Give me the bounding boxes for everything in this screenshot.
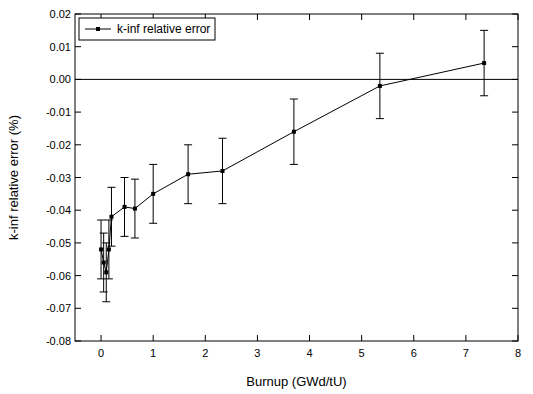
y-tick-label: -0.06 <box>46 270 71 282</box>
marker <box>292 130 296 134</box>
marker <box>378 84 382 88</box>
y-tick-label: -0.03 <box>46 172 71 184</box>
error-bar <box>121 178 129 237</box>
x-tick-label: 1 <box>150 347 156 359</box>
reference-line <box>75 79 518 80</box>
x-tick <box>413 335 414 341</box>
x-tick-label: 7 <box>463 347 469 359</box>
marker <box>133 207 137 211</box>
x-tick-label: 2 <box>202 347 208 359</box>
x-tick <box>257 335 258 341</box>
y-tick-label: 0.01 <box>50 41 71 53</box>
marker <box>220 169 224 173</box>
x-axis-label: Burnup (GWd/tU) <box>246 374 346 389</box>
y-tick-right <box>512 144 518 145</box>
error-bar <box>290 99 298 164</box>
y-tick-right <box>512 46 518 47</box>
x-tick-label: 4 <box>306 347 312 359</box>
error-bar <box>107 187 115 246</box>
legend-box <box>79 18 215 40</box>
x-tick-top <box>361 14 362 20</box>
y-tick-right <box>512 242 518 243</box>
y-tick-right <box>512 112 518 113</box>
y-tick-label: 0.00 <box>50 73 71 85</box>
error-bar <box>480 30 488 95</box>
series-line <box>101 63 484 272</box>
chart: 0 1 2 3 4 5 6 7 8 -0.08 -0.07 -0.06 -0.05 -0.04 -0.03 -… <box>0 0 533 394</box>
y-tick-right <box>512 210 518 211</box>
x-tick <box>101 335 102 341</box>
y-tick <box>75 308 81 309</box>
x-tick <box>205 335 206 341</box>
y-tick <box>75 144 81 145</box>
x-tick <box>465 335 466 341</box>
x-tick-top <box>309 14 310 20</box>
x-tick-top <box>413 14 414 20</box>
error-bar <box>376 53 384 118</box>
x-tick <box>153 335 154 341</box>
y-tick-label: -0.04 <box>46 204 71 216</box>
y-tick-right <box>512 275 518 276</box>
y-axis-label: k-inf relative error (%) <box>6 115 21 240</box>
x-tick <box>361 335 362 341</box>
y-tick <box>75 46 81 47</box>
y-tick <box>75 210 81 211</box>
x-tick-top <box>257 14 258 20</box>
marker <box>109 215 113 219</box>
error-bar <box>131 179 139 238</box>
marker <box>151 192 155 196</box>
marker <box>107 247 111 251</box>
legend-label: k-inf relative error <box>117 22 210 36</box>
marker <box>99 247 103 251</box>
plot-frame <box>75 14 518 341</box>
plot-area <box>75 30 518 301</box>
y-tick-label: 0.02 <box>50 8 71 20</box>
marker <box>102 261 106 265</box>
marker <box>123 205 127 209</box>
y-tick <box>75 112 81 113</box>
x-tick-label: 5 <box>359 347 365 359</box>
error-bar <box>218 138 226 203</box>
legend-marker <box>96 27 100 31</box>
error-bar <box>149 164 157 223</box>
x-tick <box>309 335 310 341</box>
y-tick-label: -0.02 <box>46 139 71 151</box>
y-tick-right <box>512 177 518 178</box>
y-tick-label: -0.07 <box>46 302 71 314</box>
y-tick-label: -0.05 <box>46 237 71 249</box>
y-tick <box>75 177 81 178</box>
y-tick-label: -0.08 <box>46 335 71 347</box>
legend: k-inf relative error <box>79 18 215 40</box>
x-tick-top <box>465 14 466 20</box>
y-tick-label: -0.01 <box>46 106 71 118</box>
marker <box>186 172 190 176</box>
y-tick <box>75 242 81 243</box>
x-tick-label: 6 <box>411 347 417 359</box>
x-tick-label: 0 <box>98 347 104 359</box>
marker <box>104 270 108 274</box>
marker <box>482 61 486 65</box>
x-tick-label: 3 <box>254 347 260 359</box>
y-tick <box>75 275 81 276</box>
error-bar <box>184 145 192 204</box>
x-tick-label: 8 <box>515 347 521 359</box>
y-tick-right <box>512 308 518 309</box>
